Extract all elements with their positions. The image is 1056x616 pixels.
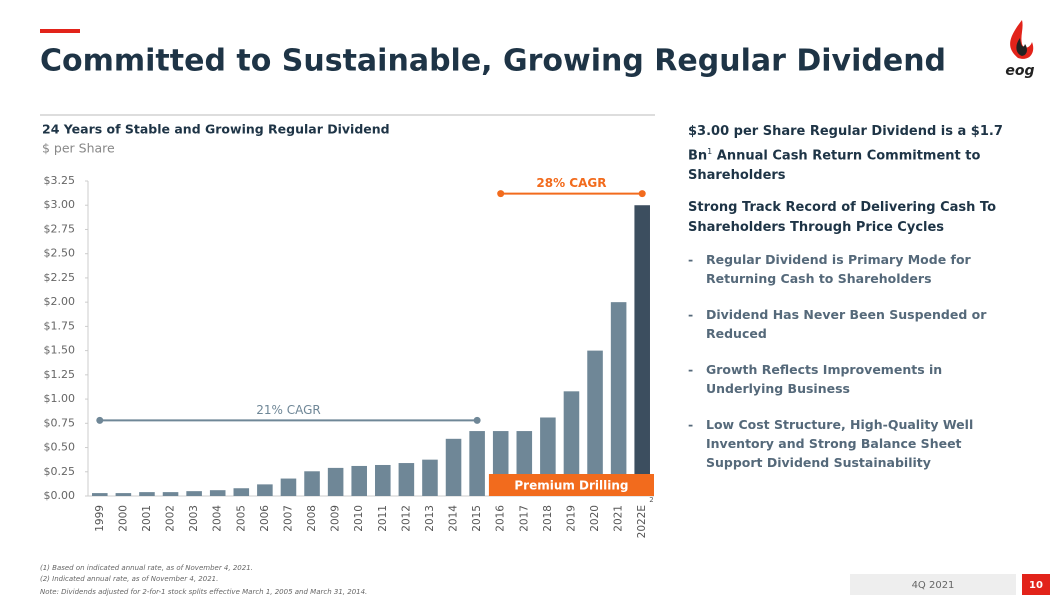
page-box: [1022, 574, 1050, 595]
slide-title: Committed to Sustainable, Growing Regula…: [40, 44, 946, 79]
cagr-dot: [96, 416, 104, 424]
chart-subtitle: $ per Share: [42, 141, 115, 156]
x-tick-label: 2018: [542, 505, 554, 532]
y-tick-label: $2.75: [44, 222, 76, 235]
x-tick-label: 2007: [282, 505, 294, 532]
logo-flame: [1010, 20, 1034, 59]
lead-text: Annual Cash Return Commitment to Shareho…: [688, 148, 981, 184]
bar: [422, 459, 438, 496]
y-tick-label: $0.75: [44, 416, 76, 429]
bar: [304, 471, 320, 496]
bar: [610, 302, 627, 496]
cagr-dot: [497, 190, 505, 198]
x-tick-label: 2008: [306, 505, 318, 532]
x-tick-label: 2009: [330, 505, 342, 532]
x-tick-label: 2003: [188, 505, 200, 532]
y-tick-label: $1.25: [44, 368, 76, 381]
bar: [375, 464, 391, 496]
x-tick-label: 2013: [424, 505, 436, 532]
bar: [162, 492, 179, 496]
bar: [139, 492, 155, 496]
x-tick-label: 2021: [613, 505, 625, 532]
bar: [209, 490, 226, 496]
bar: [280, 478, 297, 496]
footnote: (2) Indicated annual rate, as of Novembe…: [40, 575, 219, 583]
y-tick-label: $3.00: [44, 198, 76, 211]
bar: [351, 465, 367, 496]
bar: [469, 431, 485, 496]
footnote: Note: Dividends adjusted for 2-for-1 sto…: [40, 588, 368, 596]
bar: [327, 467, 344, 496]
x-tick-label: 2019: [565, 505, 577, 532]
bar: [186, 491, 202, 496]
bullet: Growth Reflects Improvements in Underlyi…: [688, 360, 1018, 398]
bullet: Low Cost Structure, High-Quality Well In…: [688, 415, 1018, 472]
bar: [445, 438, 462, 496]
x-tick-label: 2016: [495, 505, 507, 532]
y-tick-label: $2.00: [44, 295, 76, 308]
x-tick-label: 2001: [141, 505, 153, 532]
bar: [398, 463, 415, 496]
bullets: Regular Dividend is Primary Mode for Ret…: [688, 250, 1018, 472]
footnote-ref: 1: [707, 147, 713, 156]
x-tick-label: 2010: [353, 505, 365, 532]
x-tick-label: 2004: [212, 505, 224, 532]
chart-title: 24 Years of Stable and Growing Regular D…: [42, 122, 390, 137]
x-tick-label: 2006: [259, 505, 271, 532]
lead: $3.00 per Share Regular Dividend is a $1…: [688, 122, 1018, 186]
x-tick-label: 2000: [117, 505, 129, 532]
y-tick-label: $2.25: [44, 271, 76, 284]
bar: [257, 484, 273, 496]
x-tick-label: 2017: [518, 505, 530, 532]
band-label-box: [488, 474, 654, 496]
y-tick-label: $1.00: [44, 392, 76, 405]
x-tick-label: 2020: [589, 505, 601, 532]
accent-bar: [40, 29, 80, 33]
x-tick-label: 2012: [400, 505, 412, 532]
cagr-dot: [473, 416, 481, 424]
bar: [233, 488, 250, 496]
x-tick-label: 1999: [94, 505, 106, 532]
cagr-dot: [638, 190, 646, 198]
logo-text: eog: [1005, 63, 1034, 79]
y-tick-label: $0.00: [44, 489, 76, 502]
y-tick-label: $1.50: [44, 344, 76, 357]
y-tick-label: $1.75: [44, 319, 76, 332]
y-tick-label: $3.25: [44, 174, 76, 187]
footer-period: 4Q 2021: [912, 580, 955, 591]
heading: Strong Track Record of Delivering Cash T…: [688, 200, 996, 236]
footer-box: [850, 574, 1016, 595]
bar: [563, 391, 580, 496]
bar: [92, 493, 108, 496]
footnote: (1) Based on indicated annual rate, as o…: [40, 564, 253, 572]
text-panel: $3.00 per Share Regular Dividend is a $1…: [688, 122, 1018, 489]
cagr-label: 21% CAGR: [256, 403, 321, 417]
x-tick-label: 2002: [165, 505, 177, 532]
cagr-label: 28% CAGR: [536, 176, 606, 190]
bullet: Dividend Has Never Been Suspended or Red…: [688, 305, 1018, 343]
x-tick-label: 2011: [377, 505, 389, 532]
bullet: Regular Dividend is Primary Mode for Ret…: [688, 250, 1018, 288]
x-tick-label: 2005: [235, 505, 247, 532]
x-tick-label: 2022E: [636, 505, 648, 538]
bar: [587, 350, 603, 496]
bar: [115, 493, 132, 496]
x-tick-label: 2014: [448, 505, 460, 532]
y-tick-label: $0.50: [44, 441, 76, 454]
lead-text: $3.00 per Share Regular Dividend is a $1…: [688, 124, 1003, 164]
bar: [634, 205, 650, 496]
y-tick-label: $2.50: [44, 247, 76, 260]
page-number: 10: [1029, 580, 1043, 591]
x-tick-label: 2015: [471, 505, 483, 532]
y-tick-label: $0.25: [44, 465, 76, 478]
logo-flame-inner: [1016, 38, 1027, 56]
category-note: 2: [649, 496, 653, 504]
band-label: Premium Drilling: [514, 479, 628, 493]
